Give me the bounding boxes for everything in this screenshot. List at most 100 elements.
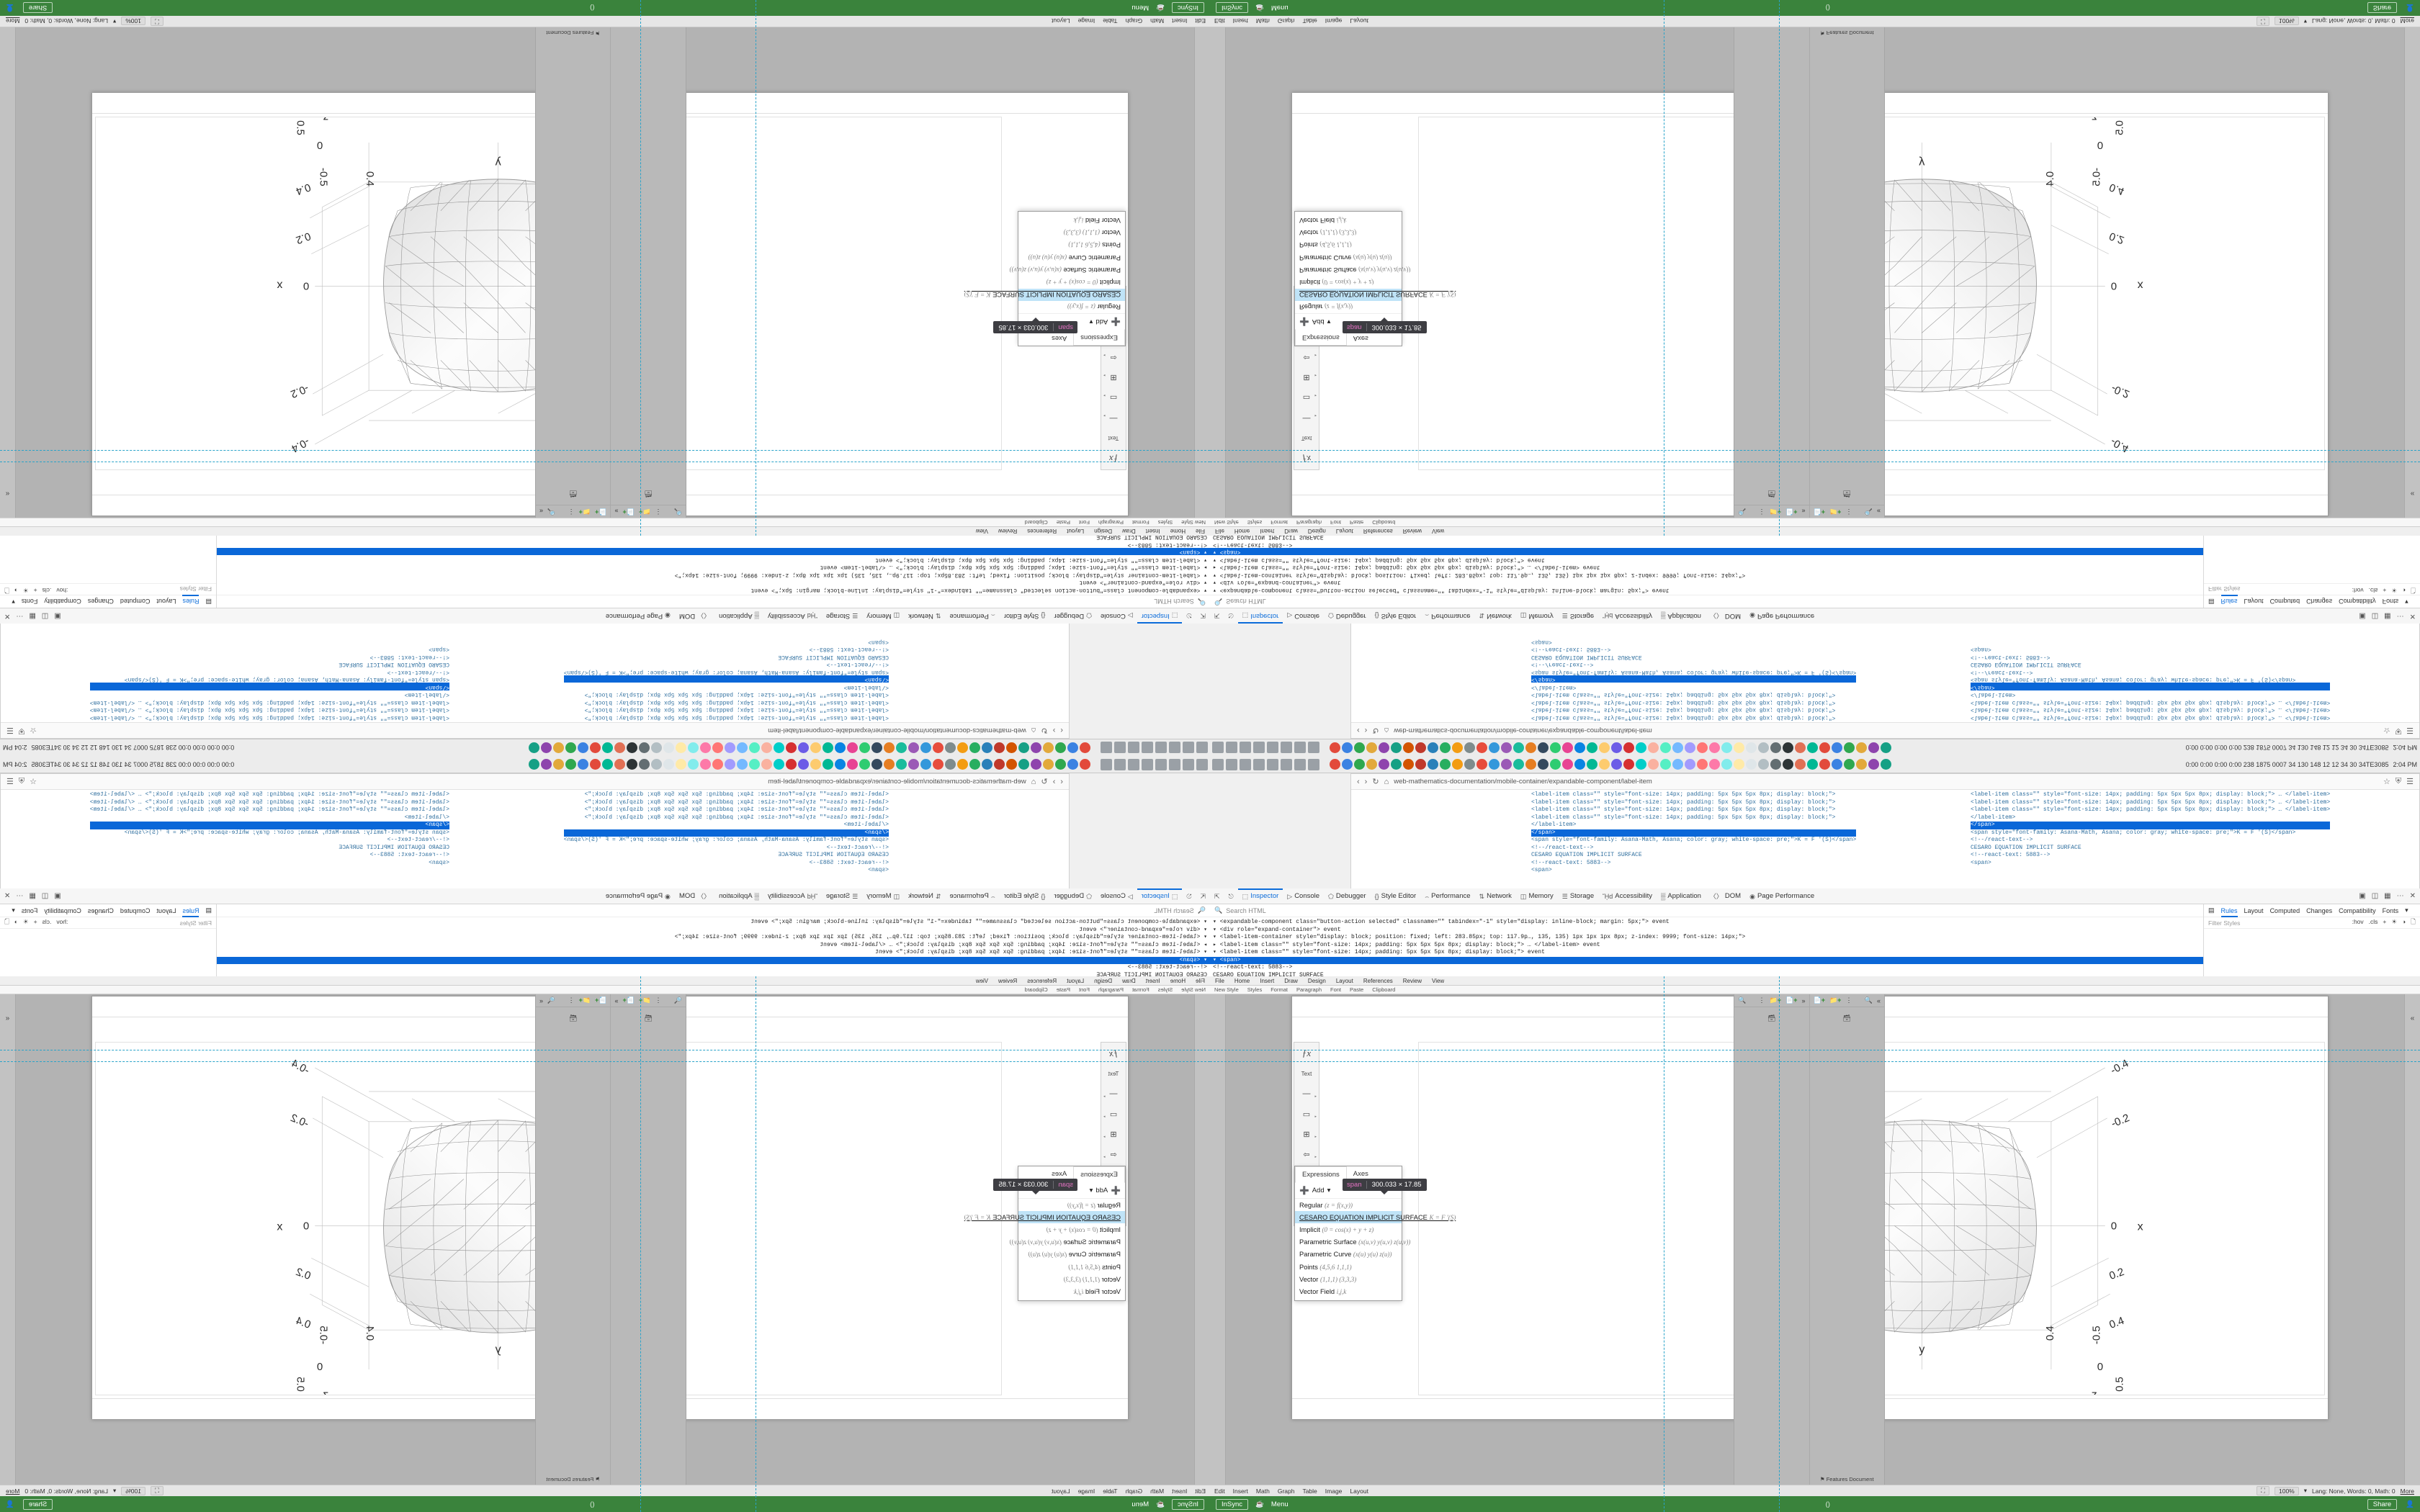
taskbar-app-icons[interactable]	[1319, 759, 2186, 770]
element-picker-icon[interactable]: ⎋	[1228, 892, 1234, 900]
expression-item-5[interactable]: Points (4,5,6 1,1,1)	[1018, 1261, 1125, 1273]
html-tree-row[interactable]: ▾ <div role="expand-container"> event	[1079, 926, 1207, 933]
ribbon-tab-references[interactable]: References	[1027, 977, 1057, 984]
ribbon-tab-references[interactable]: References	[1363, 977, 1393, 984]
reload-icon[interactable]: ↻	[1041, 778, 1048, 786]
expand-icon[interactable]: »	[1801, 508, 1806, 516]
files-icon[interactable]	[1183, 742, 1194, 754]
taskbar-app-icon[interactable]	[859, 759, 870, 770]
ribbon-tab-references[interactable]: References	[1363, 528, 1393, 535]
element-picker-icon[interactable]: ⎋	[1186, 892, 1192, 900]
editor-icon[interactable]	[1142, 742, 1153, 754]
expand-icon[interactable]: »	[614, 508, 619, 516]
taskbar-app-icon[interactable]	[1709, 742, 1720, 753]
style-action-icons[interactable]: :hov .cls + ☀ ◑ 🗋	[4, 918, 68, 928]
taskbar-app-icon[interactable]	[1354, 759, 1365, 770]
taskbar-app-icon[interactable]	[1758, 759, 1769, 770]
ribbon-tool-paragraph[interactable]: Paragraph	[1098, 519, 1124, 526]
search-icon-2[interactable]: 🔍	[547, 508, 556, 516]
add-rule-button[interactable]: +	[33, 587, 37, 595]
devtools-tab-inspector[interactable]: ⬚ Inspector	[1238, 608, 1283, 624]
taskbar-app-icon[interactable]	[957, 759, 968, 770]
taskbar-app-icon[interactable]	[957, 742, 968, 753]
taskbar-app-icon[interactable]	[663, 759, 674, 770]
taskbar-app-icon[interactable]	[590, 742, 601, 753]
expression-item-5[interactable]: Points (4,5,6 1,1,1)	[1018, 239, 1125, 251]
home-icon[interactable]: ⌂	[1384, 726, 1389, 735]
green-bar-left[interactable]: InSync ☕ Menu	[1131, 2, 1210, 14]
taskbar-app-icon[interactable]	[1330, 759, 1340, 770]
devtools-tab-page-performance[interactable]: ◉ Page Performance	[601, 608, 675, 624]
menu-button[interactable]: Menu	[1270, 4, 1289, 12]
fullscreen-icon[interactable]: ⛶	[151, 1486, 163, 1495]
start-icon[interactable]	[1212, 758, 1224, 770]
taskbar-app-icon[interactable]	[1501, 759, 1512, 770]
expression-type-list[interactable]: Regular (z = f(x,y)) CESARO EQUATION IMPL…	[1295, 212, 1456, 314]
devtools-tab-bar[interactable]: ⇱ ⎋ ⬚ Inspector ▷ Console ⬠ Debugger{} Style E…	[1210, 888, 2420, 904]
calc-icon[interactable]	[1294, 758, 1306, 770]
taskbar-app-icon[interactable]	[1550, 742, 1561, 753]
ribbon-tool-clipboard[interactable]: Clipboard	[1372, 986, 1396, 993]
css-pane-tabs[interactable]: ▤ Rules Layout Computed Changes Compatibilit…	[0, 904, 216, 917]
html-tree-row[interactable]: ▾ <label-item-container style="display: …	[674, 572, 1207, 578]
taskbar-app-icon[interactable]	[1868, 742, 1879, 753]
taskbar-app-icon[interactable]	[1501, 742, 1512, 753]
calc-icon[interactable]	[1114, 742, 1126, 754]
taskbar-app-icon[interactable]	[1403, 742, 1414, 753]
taskbar-app-icon[interactable]	[1342, 759, 1353, 770]
html-search-bar[interactable]: 🔍 Search HTML	[217, 904, 1210, 917]
more-options-icon[interactable]: ⋮	[1758, 996, 1765, 1004]
terminal-icon[interactable]	[1240, 742, 1251, 754]
print-media-icon[interactable]: 🗋	[4, 917, 9, 925]
ribbon-tool-paste[interactable]: Paste	[1350, 986, 1364, 993]
taskbar-app-icon[interactable]	[737, 759, 748, 770]
taskbar-app-icon[interactable]	[1342, 742, 1353, 753]
ribbon-tab-review[interactable]: Review	[1402, 528, 1422, 535]
ribbon-tab-layout[interactable]: Layout	[1067, 528, 1085, 535]
status-left-items[interactable]: Edit Insert Math Graph Table Image Layout	[1210, 1488, 1368, 1495]
devtools-tab-network[interactable]: ⇅ Network	[1475, 888, 1516, 904]
devtools-tab-console[interactable]: ▷ Console	[1096, 888, 1137, 904]
taskbar-app-icon[interactable]	[969, 759, 980, 770]
status-item-insert[interactable]: Insert	[1172, 17, 1188, 25]
bookmark-star-icon[interactable]: ☆	[30, 778, 37, 786]
search-icon[interactable]: 🔍	[1738, 508, 1747, 516]
ribbon-tab-review[interactable]: Review	[998, 528, 1018, 535]
html-tree-row[interactable]: ▾ <span>	[217, 548, 1210, 556]
ribbon-tool-new-style[interactable]: New Style	[1214, 986, 1239, 993]
app-ribbon-tabs[interactable]: File Home Insert Draw Design Layout References…	[0, 526, 1210, 536]
filter-styles-bar[interactable]: Filter Styles :hov .cls + ☀ ◑ 🗋	[0, 917, 216, 929]
calc-icon[interactable]	[1114, 758, 1126, 770]
status-item-insert[interactable]: Insert	[1232, 17, 1248, 25]
taskbar-app-icon[interactable]	[982, 759, 992, 770]
taskbar-app-icon[interactable]	[1391, 742, 1402, 753]
coffee-icon[interactable]: ☕	[1156, 4, 1165, 12]
css-tab-compatibility[interactable]: Compatibility	[2339, 906, 2376, 914]
start-icon[interactable]	[1196, 758, 1208, 770]
status-item-graph[interactable]: Graph	[1277, 17, 1295, 25]
hover-state-button[interactable]: :hov	[2352, 587, 2364, 595]
more-options-icon[interactable]: ⋯	[2396, 892, 2404, 900]
ribbon-tool-paste[interactable]: Paste	[1056, 519, 1070, 526]
expression-item-4[interactable]: Parametric Curve (x(u) y(u) z(u))	[1295, 1248, 1402, 1261]
devtools-tab-dom[interactable]: 〈〉 DOM	[675, 888, 714, 904]
taskbar-app-icon[interactable]	[700, 759, 711, 770]
taskbar-app-icon[interactable]	[749, 742, 760, 753]
html-tree-row[interactable]: ▾ <span>	[1210, 956, 2203, 964]
css-tab-fonts[interactable]: Fonts	[2382, 906, 2399, 914]
devtools-tab-debugger[interactable]: ⬠ Debugger	[1324, 888, 1371, 904]
ribbon-tab-view[interactable]: View	[975, 528, 988, 535]
dark-scheme-icon[interactable]: ◑	[14, 587, 18, 595]
new-document-icon-2[interactable]: 📄+	[1813, 996, 1825, 1004]
green-bar-right[interactable]: Share 👤	[2367, 1498, 2420, 1510]
status-item-image[interactable]: Image	[1077, 1487, 1095, 1495]
taskbar-app-icon[interactable]	[810, 742, 821, 753]
taskbar-app-icon[interactable]	[835, 742, 846, 753]
taskbar-app-icons[interactable]	[234, 759, 1101, 770]
taskbar-app-icon[interactable]	[1623, 742, 1634, 753]
new-document-icon-2[interactable]: 📄+	[595, 996, 607, 1004]
more-options-icon-2[interactable]: ⋮	[1845, 996, 1852, 1004]
css-tab-computed[interactable]: Computed	[2269, 598, 2300, 606]
ribbon-tab-layout[interactable]: Layout	[1067, 977, 1085, 984]
close-icon[interactable]: ✕	[2409, 612, 2416, 620]
